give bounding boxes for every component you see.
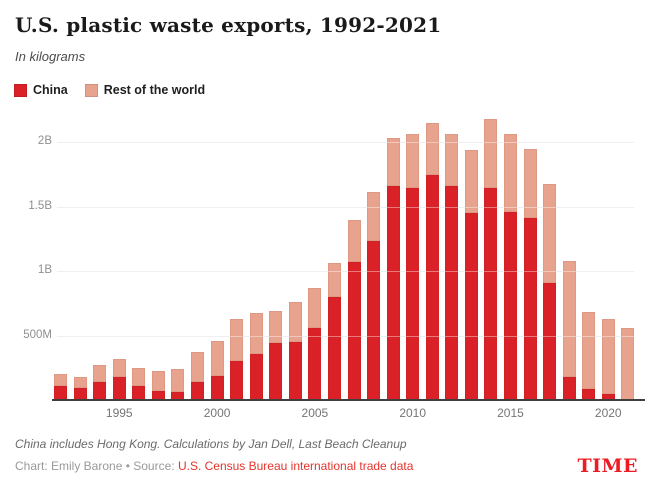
bar-segment-rest-of-world-1998 [171, 369, 185, 392]
bar-segment-rest-of-world-1992 [54, 373, 68, 386]
x-axis-label-2020: 2020 [594, 406, 622, 420]
y-axis-label: 500M [23, 328, 52, 341]
gridline-500M [57, 335, 634, 337]
bar-segment-china-2003 [269, 343, 283, 400]
bar-segment-rest-of-world-2015 [503, 134, 517, 212]
bar-segment-rest-of-world-2011 [425, 122, 439, 175]
bar-segment-china-2013 [464, 212, 478, 400]
bar-segment-rest-of-world-1995 [112, 358, 126, 377]
bar-segment-rest-of-world-2021 [621, 327, 635, 400]
bar-segment-rest-of-world-2006 [327, 262, 341, 297]
bar-segment-china-2015 [503, 211, 517, 400]
bar-segment-china-2016 [523, 218, 537, 400]
bar-segment-rest-of-world-2002 [249, 312, 263, 355]
legend-label-rest-of-world: Rest of the world [103, 83, 206, 97]
bar-segment-rest-of-world-2008 [367, 191, 381, 242]
gridline-overlay-2B [57, 142, 634, 143]
bar-segment-china-2017 [543, 282, 557, 400]
bar-segment-rest-of-world-2020 [601, 318, 615, 394]
bar-segment-china-2008 [367, 241, 381, 400]
bar-segment-rest-of-world-2000 [210, 340, 224, 377]
chart-title: U.S. plastic waste exports, 1992-2021 [15, 13, 442, 37]
bar-segment-china-1995 [112, 376, 126, 400]
bar-segment-rest-of-world-2003 [269, 310, 283, 344]
bar-segment-china-2012 [445, 185, 459, 400]
legend-item-china: China [14, 83, 68, 97]
source-link[interactable]: U.S. Census Bureau international trade d… [177, 459, 414, 473]
bar-segment-rest-of-world-2019 [582, 312, 596, 390]
bar-segment-china-2020 [601, 393, 615, 400]
bar-segment-rest-of-world-2005 [308, 288, 322, 329]
bar-segment-rest-of-world-2013 [464, 149, 478, 213]
gridline-1B [57, 271, 634, 272]
bar-segment-china-1993 [73, 388, 87, 400]
gridline-overlay-1.5B [57, 206, 634, 208]
credit-text: Chart: Emily Barone • Source: [15, 459, 178, 473]
x-axis-label-1995: 1995 [105, 406, 133, 420]
x-axis-label-2005: 2005 [301, 406, 329, 420]
bar-segment-rest-of-world-2016 [523, 149, 537, 219]
x-axis-line [52, 399, 645, 401]
bar-segment-rest-of-world-2018 [562, 260, 576, 377]
legend: China Rest of the world [14, 83, 205, 97]
gridline-2B [57, 142, 634, 143]
x-axis-label-2010: 2010 [399, 406, 427, 420]
chart-subtitle: In kilograms [15, 49, 86, 64]
bar-segment-china-2014 [484, 188, 498, 400]
bar-segment-rest-of-world-2010 [406, 134, 420, 189]
bar-segment-rest-of-world-2014 [484, 119, 498, 189]
bar-segment-rest-of-world-2017 [543, 183, 557, 283]
y-axis-label: 1.5B [28, 199, 52, 212]
bar-segment-rest-of-world-2012 [445, 134, 459, 186]
bar-segment-china-1994 [93, 381, 107, 400]
bar-segment-rest-of-world-1993 [73, 377, 87, 389]
bar-segment-rest-of-world-2009 [386, 138, 400, 186]
bar-segment-rest-of-world-1997 [151, 370, 165, 391]
bar-segment-china-1996 [132, 386, 146, 400]
x-axis-label-2000: 2000 [203, 406, 231, 420]
bar-segment-china-1999 [191, 381, 205, 400]
bar-segment-china-1997 [151, 390, 165, 400]
bar-segment-china-2011 [425, 174, 439, 400]
bar-segment-china-2019 [582, 389, 596, 400]
bar-segment-rest-of-world-2007 [347, 220, 361, 262]
credit-line: Chart: Emily Barone • Source: U.S. Censu… [15, 459, 413, 473]
x-axis-label-2015: 2015 [497, 406, 524, 420]
bar-segment-china-2006 [327, 296, 341, 400]
legend-label-china: China [33, 83, 68, 97]
bar-segment-rest-of-world-1996 [132, 367, 146, 387]
gridline-1.5B [57, 206, 634, 208]
bar-segment-china-2001 [230, 361, 244, 400]
bar-segment-rest-of-world-1999 [191, 352, 205, 382]
y-axis-label: 2B [37, 135, 52, 147]
bar-segment-china-2007 [347, 261, 361, 400]
gridline-overlay-1B [57, 271, 634, 272]
bar-segment-rest-of-world-1994 [93, 364, 107, 382]
bar-segment-rest-of-world-2001 [230, 319, 244, 362]
bar-segment-china-2009 [386, 185, 400, 400]
bar-segment-china-2004 [288, 341, 302, 400]
legend-item-rest-of-world: Rest of the world [84, 83, 206, 97]
y-axis-label: 1B [37, 264, 52, 276]
bar-segment-china-2005 [308, 328, 322, 400]
bar-segment-china-2018 [562, 376, 576, 400]
time-logo[interactable]: TIME [577, 455, 638, 477]
legend-swatch-rest-of-world-icon [84, 83, 98, 97]
bar-segment-china-2002 [249, 354, 263, 400]
bar-segment-china-1992 [54, 385, 68, 400]
bar-segment-china-1998 [171, 391, 185, 400]
gridline-overlay-500M [57, 335, 634, 337]
footnote: China includes Hong Kong. Calculations b… [15, 437, 407, 451]
bar-segment-china-2000 [210, 376, 224, 400]
bar-segment-china-2010 [406, 188, 420, 400]
legend-swatch-china-icon [14, 83, 27, 97]
bar-segment-rest-of-world-2004 [288, 301, 302, 342]
